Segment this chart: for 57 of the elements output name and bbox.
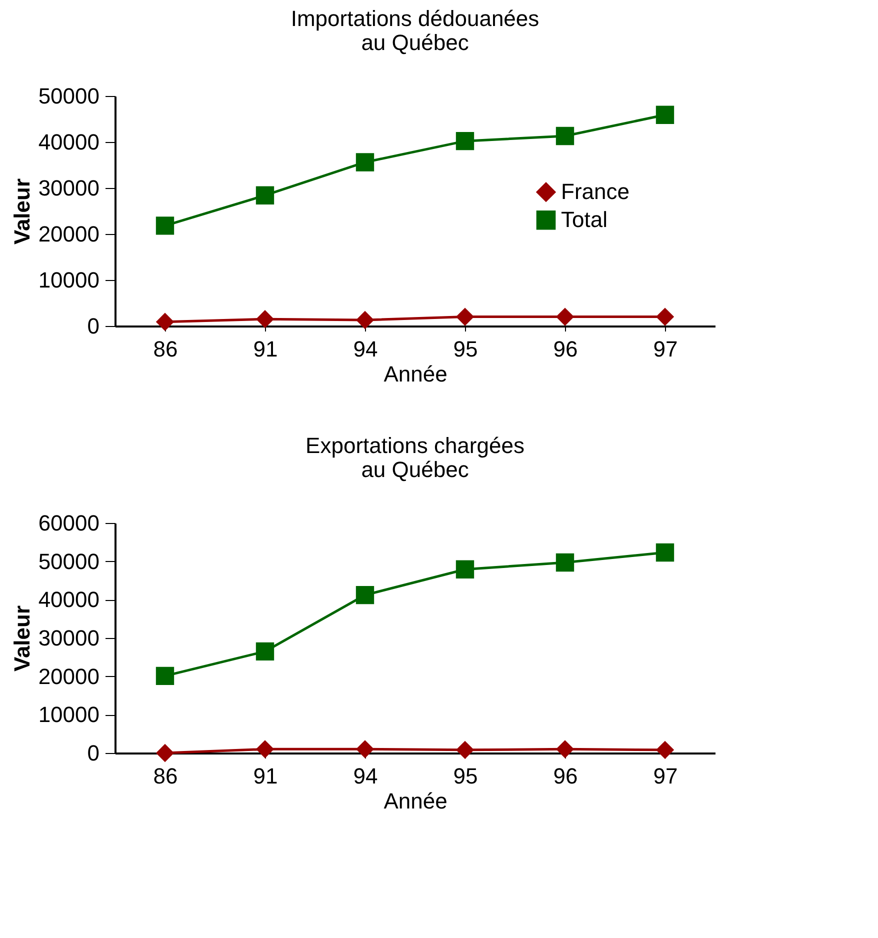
x-tick-label: 94	[353, 764, 378, 788]
y-tick-label: 50000	[38, 84, 100, 108]
x-tick-label: 86	[153, 764, 178, 788]
point	[156, 216, 174, 235]
y-tick-label: 50000	[38, 548, 100, 574]
x-tick-label: 95	[453, 336, 478, 362]
point	[456, 308, 474, 326]
point	[256, 186, 274, 204]
y-tick-label: 0	[87, 740, 100, 766]
point	[356, 740, 374, 758]
y-axis-title: Valeur	[9, 605, 34, 672]
point	[256, 310, 274, 328]
point	[356, 586, 374, 604]
x-tick-label: 97	[653, 336, 678, 362]
point	[156, 312, 174, 331]
chart-title: Importations dédouanées au Québec	[290, 6, 540, 55]
y-tick-label: 40000	[38, 587, 100, 612]
chart-title: Exportations chargées au Québec	[306, 433, 524, 482]
x-tick-label: 91	[253, 336, 278, 362]
point	[556, 553, 574, 572]
legend-label: France	[561, 179, 630, 204]
x-tick-label: 86	[153, 336, 178, 362]
y-tick-label: 20000	[38, 222, 100, 246]
point	[656, 740, 674, 760]
x-axis-title: Année	[384, 788, 448, 814]
x-tick-label: 95	[453, 764, 478, 788]
point	[356, 153, 374, 172]
x-tick-label: 96	[553, 764, 578, 788]
point	[156, 744, 174, 762]
x-tick-label: 97	[653, 764, 678, 788]
y-tick-label: 30000	[38, 626, 100, 650]
point	[656, 308, 674, 326]
y-tick-label: 10000	[38, 268, 100, 292]
point	[656, 106, 674, 124]
point	[456, 132, 474, 150]
x-tick-label: 91	[253, 764, 278, 788]
point	[356, 310, 374, 330]
y-axis-title: Valeur	[9, 178, 34, 245]
legend-label: Total	[561, 207, 608, 232]
point	[256, 642, 274, 660]
point	[256, 740, 274, 758]
point	[556, 308, 574, 326]
point	[156, 666, 174, 686]
point	[456, 740, 474, 760]
y-tick-label: 0	[87, 314, 100, 338]
y-tick-label: 10000	[38, 702, 100, 728]
y-tick-label: 60000	[38, 510, 100, 536]
point	[656, 543, 674, 562]
x-tick-label: 94	[353, 336, 378, 362]
y-tick-label: 20000	[38, 664, 100, 689]
point	[456, 560, 474, 578]
x-axis-title: Année	[384, 362, 448, 386]
point	[556, 740, 574, 758]
y-tick-label: 30000	[38, 176, 100, 200]
x-tick-label: 96	[553, 336, 578, 362]
point	[556, 126, 574, 146]
y-tick-label: 40000	[38, 130, 100, 154]
